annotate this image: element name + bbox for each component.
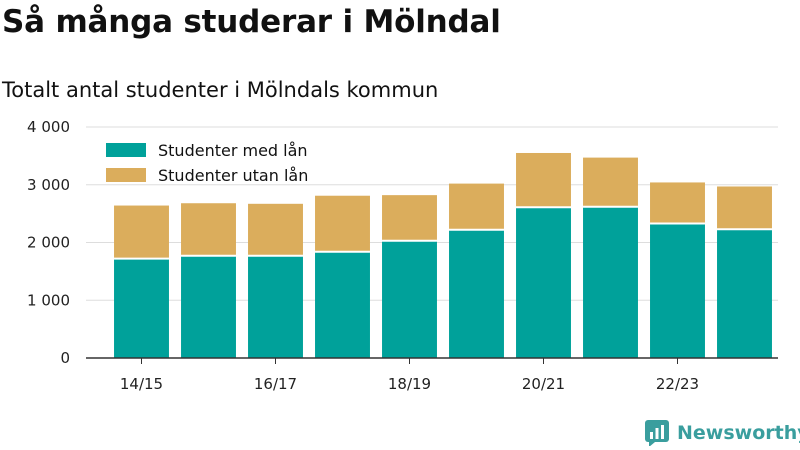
x-tick-label: 20/21	[522, 375, 565, 393]
x-tick-label: 22/23	[656, 375, 699, 393]
bar-chart-icon	[645, 420, 669, 446]
bar-with-loan	[248, 255, 303, 358]
bar-without-loan	[449, 183, 504, 230]
bar-with-loan	[717, 229, 772, 358]
bar-without-loan	[181, 203, 236, 256]
bar-with-loan	[583, 206, 638, 358]
brand-logo: Newsworthy	[645, 419, 800, 447]
legend-swatch	[106, 168, 146, 182]
x-tick-label: 18/19	[388, 375, 431, 393]
bar-without-loan	[516, 152, 571, 208]
y-tick-label: 0	[60, 349, 70, 367]
legend-label: Studenter med lån	[158, 141, 308, 160]
bar-without-loan	[315, 195, 370, 252]
y-tick-label: 4 000	[27, 118, 70, 136]
y-tick-label: 1 000	[27, 291, 70, 309]
legend-swatch	[106, 143, 146, 157]
y-tick-label: 2 000	[27, 234, 70, 252]
bar-with-loan	[650, 223, 705, 358]
chart-subtitle: Totalt antal studenter i Mölndals kommun	[2, 78, 439, 102]
bar-without-loan	[382, 195, 437, 241]
bar-without-loan	[583, 157, 638, 207]
bar-without-loan	[717, 186, 772, 230]
bar-with-loan	[114, 258, 169, 358]
x-tick-label: 14/15	[120, 375, 163, 393]
bar-with-loan	[516, 207, 571, 358]
bar-with-loan	[315, 251, 370, 358]
bar-without-loan	[248, 203, 303, 256]
x-tick-label: 16/17	[254, 375, 297, 393]
bar-with-loan	[181, 255, 236, 358]
bar-with-loan	[382, 240, 437, 358]
chart-title: Så många studerar i Mölndal	[2, 4, 501, 40]
y-tick-label: 3 000	[27, 176, 70, 194]
legend-label: Studenter utan lån	[158, 166, 308, 185]
brand-name: Newsworthy	[677, 422, 800, 444]
bar-without-loan	[114, 205, 169, 259]
bar-with-loan	[449, 229, 504, 358]
bar-without-loan	[650, 182, 705, 224]
